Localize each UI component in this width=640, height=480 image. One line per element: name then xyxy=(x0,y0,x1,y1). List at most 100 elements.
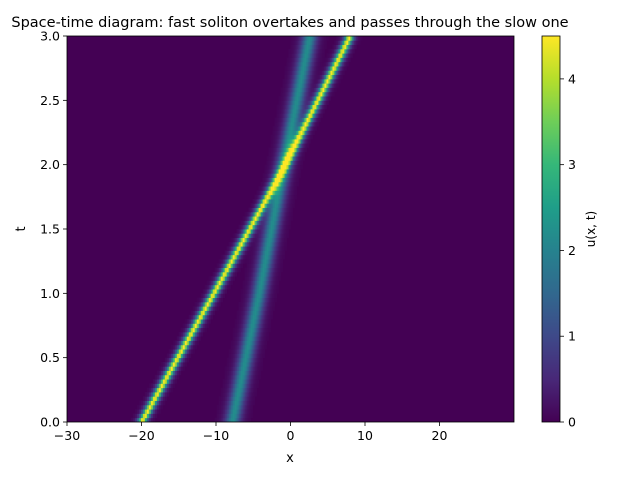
heatmap-cell xyxy=(234,391,238,397)
heatmap-cell xyxy=(184,357,188,363)
heatmap-cell xyxy=(270,246,273,251)
heatmap-cell xyxy=(240,353,244,359)
heatmap-cell xyxy=(294,57,297,63)
heatmap-cell xyxy=(240,237,244,243)
heatmap-cell xyxy=(250,259,253,264)
heatmap-cell xyxy=(260,297,263,303)
heatmap-cell xyxy=(294,173,297,178)
heatmap-cell xyxy=(234,241,238,247)
heatmap-cell xyxy=(172,366,176,371)
heatmap-cell xyxy=(282,121,285,127)
heatmap-cell xyxy=(224,383,228,389)
heatmap-cell xyxy=(286,57,289,63)
heatmap-cell xyxy=(248,233,251,238)
heatmap-cell xyxy=(328,74,331,80)
heatmap-cell xyxy=(274,297,277,303)
heatmap-cell xyxy=(344,53,347,58)
heatmap-cell xyxy=(146,409,150,414)
heatmap-cell xyxy=(278,138,281,144)
heatmap-cell xyxy=(186,331,190,337)
heatmap-cell xyxy=(282,224,285,230)
heatmap-cell xyxy=(312,126,315,131)
heatmap-cell xyxy=(260,353,263,359)
heatmap-cell xyxy=(242,250,246,256)
heatmap-cell xyxy=(250,293,253,299)
heatmap-cell xyxy=(178,336,182,341)
heatmap-cell xyxy=(342,70,345,75)
heatmap-cell xyxy=(272,198,275,204)
heatmap-cell xyxy=(232,267,236,273)
heatmap-cell xyxy=(218,297,222,303)
heatmap-cell xyxy=(232,246,236,251)
heatmap-cell xyxy=(242,310,246,316)
heatmap-cell xyxy=(286,160,289,166)
heatmap-cell xyxy=(330,74,333,80)
heatmap-cell xyxy=(334,70,337,75)
heatmap-cell xyxy=(292,57,295,63)
heatmap-cell xyxy=(188,340,192,346)
heatmap-cell xyxy=(280,151,283,157)
heatmap-cell xyxy=(282,237,285,243)
heatmap-cell xyxy=(208,297,212,303)
heatmap-cell xyxy=(246,413,249,419)
heatmap-cell xyxy=(288,83,291,88)
heatmap-cell xyxy=(152,413,156,419)
heatmap-cell xyxy=(276,160,279,166)
heatmap-cell xyxy=(198,327,202,333)
heatmap-cell xyxy=(186,357,190,363)
heatmap-cell xyxy=(302,126,305,131)
heatmap-cell xyxy=(258,353,261,359)
heatmap-cell xyxy=(244,284,247,290)
heatmap-cell xyxy=(266,259,269,264)
heatmap-cell xyxy=(204,323,208,329)
heatmap-cell xyxy=(292,194,295,200)
heatmap-cell xyxy=(248,370,251,376)
heatmap-cell xyxy=(284,143,287,148)
heatmap-cell xyxy=(284,156,287,161)
heatmap-cell xyxy=(296,138,299,144)
heatmap-cell xyxy=(284,237,287,243)
heatmap-cell xyxy=(244,400,247,406)
heatmap-cell xyxy=(208,314,212,320)
heatmap-cell xyxy=(216,306,220,311)
heatmap-cell xyxy=(330,48,333,54)
heatmap-cell xyxy=(224,404,228,410)
heatmap-cell xyxy=(248,293,251,299)
heatmap-cell xyxy=(290,130,293,136)
heatmap-cell xyxy=(236,413,240,419)
heatmap-cell xyxy=(330,91,333,97)
heatmap-cell xyxy=(244,327,247,333)
heatmap-cell xyxy=(266,246,269,251)
heatmap-cell xyxy=(288,87,291,93)
heatmap-cell xyxy=(288,177,291,183)
heatmap-cell xyxy=(266,331,269,337)
heatmap-cell xyxy=(248,250,251,256)
heatmap-cell xyxy=(254,387,257,393)
heatmap-cell xyxy=(168,366,172,371)
heatmap-cell xyxy=(302,147,305,153)
heatmap-cell xyxy=(288,113,291,118)
heatmap-cell xyxy=(236,241,240,247)
heatmap-cell xyxy=(280,91,283,97)
heatmap-cell xyxy=(288,96,291,101)
heatmap-cell xyxy=(280,254,283,260)
heatmap-cell xyxy=(254,327,257,333)
heatmap-cell xyxy=(242,379,246,384)
heatmap-cell xyxy=(296,164,299,170)
heatmap-cell xyxy=(244,370,247,376)
heatmap-cell xyxy=(196,340,200,346)
heatmap-cell xyxy=(228,379,232,384)
heatmap-cell xyxy=(288,190,291,196)
heatmap-cell xyxy=(256,250,259,256)
heatmap-cell xyxy=(194,336,198,341)
heatmap-cell xyxy=(292,134,295,140)
heatmap-cell xyxy=(282,203,285,208)
heatmap-cell xyxy=(246,233,249,238)
heatmap-cell xyxy=(226,259,230,264)
heatmap-cell xyxy=(260,284,263,290)
heatmap-cell xyxy=(288,100,291,106)
heatmap-cell xyxy=(260,327,263,333)
heatmap-cell xyxy=(230,361,234,367)
heatmap-cell xyxy=(252,229,255,234)
heatmap-cell xyxy=(286,143,289,148)
